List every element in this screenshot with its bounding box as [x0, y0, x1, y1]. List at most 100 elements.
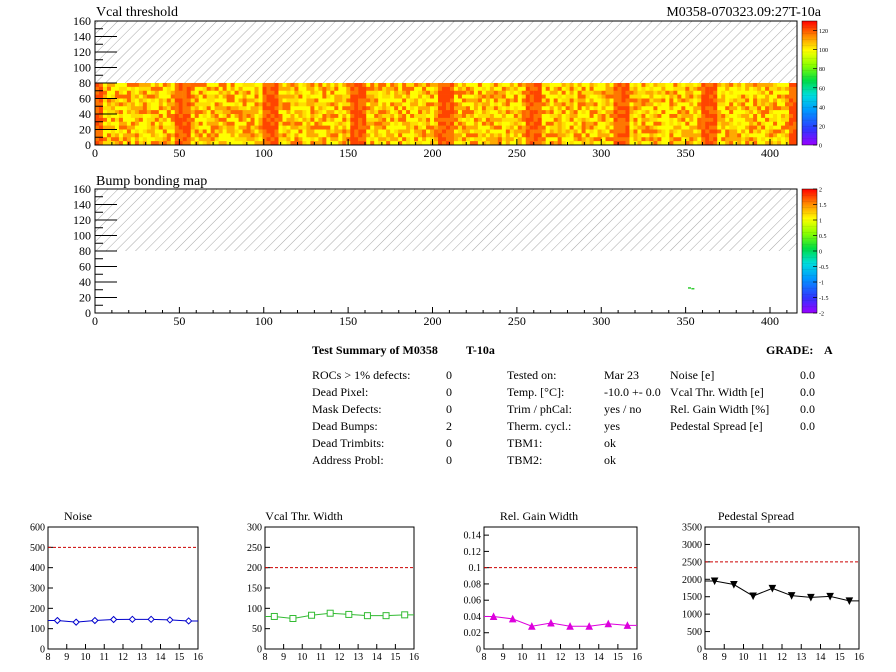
condition-value: yes / no [604, 402, 642, 416]
data-point [489, 612, 498, 620]
x-tick-label: 14 [372, 652, 382, 663]
y-tick-label: 0 [40, 645, 45, 656]
palette-tick-label: 120 [819, 29, 828, 35]
condition-label: Therm. cycl.: [507, 419, 572, 433]
x-tick-label: 13 [796, 652, 806, 663]
palette-tick-label: 80 [819, 67, 825, 73]
palette-tick-label: 1.5 [819, 203, 827, 209]
x-tick-label: 10 [517, 652, 527, 663]
series-line [705, 580, 859, 602]
x-tick-label: 0 [92, 146, 98, 160]
plot-3: Rel. Gain Width 0 0.02 0.04 0.06 0.08 0.1 0.12 0… [464, 509, 643, 663]
x-tick-label: 300 [592, 146, 610, 160]
y-tick-label: 0 [85, 306, 91, 320]
data-point [308, 611, 316, 619]
y-tick-label: 2000 [682, 575, 702, 586]
condition-value: ok [604, 453, 616, 467]
plot-title: Rel. Gain Width [500, 509, 578, 523]
plot-frame [483, 526, 638, 650]
roc-block [270, 83, 359, 146]
plot-frame [264, 526, 415, 650]
y-tick-label: 1500 [682, 592, 702, 603]
defect-value: 0 [446, 402, 452, 416]
x-tick-label: 16 [632, 652, 642, 663]
y-tick-label: 100 [247, 604, 262, 615]
data-point [585, 622, 593, 630]
data-point [787, 592, 796, 600]
defect-label: Dead Bumps: [312, 419, 378, 433]
x-tick-label: 12 [556, 652, 566, 663]
condition-value: ok [604, 436, 616, 450]
x-tick-label: 16 [409, 652, 419, 663]
bump-map-title: Bump bonding map [96, 174, 208, 189]
data-point [623, 621, 632, 629]
width-value: 0.0 [800, 419, 815, 433]
x-tick-label: 8 [46, 652, 51, 663]
condition-label: Temp. [°C]: [507, 385, 565, 399]
y-tick-label: 0 [85, 138, 91, 152]
y-tick-label: 200 [247, 563, 262, 574]
y-tick-label: 300 [247, 523, 262, 534]
x-tick-label: 8 [703, 652, 708, 663]
vcal-map-title: Vcal threshold [96, 5, 179, 20]
x-tick-label: 150 [339, 146, 357, 160]
y-tick-label: 0.04 [464, 612, 482, 623]
roc-block [621, 83, 710, 146]
data-point [710, 577, 719, 586]
y-tick-label: 150 [247, 584, 262, 595]
x-tick-label: 12 [777, 652, 787, 663]
x-tick-label: 8 [482, 652, 487, 663]
inactive-region-hatch [95, 189, 797, 251]
y-tick-label: 60 [79, 260, 91, 274]
data-point [826, 592, 834, 601]
y-tick-label: 250 [247, 543, 262, 554]
y-tick-label: 100 [73, 229, 91, 243]
data-point [845, 597, 854, 606]
summary-temperature-label: T-10a [466, 343, 495, 357]
x-tick-label: 11 [316, 652, 326, 663]
data-point [91, 616, 99, 625]
y-tick-label: 3500 [682, 523, 702, 534]
data-point [128, 615, 137, 624]
x-tick-label: 9 [281, 652, 286, 663]
data-point [109, 615, 118, 624]
x-tick-label: 100 [255, 146, 273, 160]
plot-title: Vcal Thr. Width [265, 509, 342, 523]
y-tick-label: 160 [73, 182, 91, 196]
x-tick-label: 12 [335, 652, 345, 663]
y-tick-label: 40 [79, 275, 91, 289]
palette-tick-label: 20 [819, 124, 825, 130]
plot-frame [704, 526, 860, 650]
roc-block [182, 83, 271, 146]
width-value: 0.0 [800, 368, 815, 382]
palette-tick-label: -1 [819, 281, 824, 287]
x-tick-label: 9 [501, 652, 506, 663]
width-label: Vcal Thr. Width [e] [670, 385, 764, 399]
x-tick-label: 10 [297, 652, 307, 663]
dead-bump-marker [691, 287, 695, 290]
y-tick-label: 400 [30, 563, 45, 574]
data-point [184, 617, 193, 625]
module-id-label: M0358-070323.09:27T-10a [666, 5, 821, 20]
palette-tick-label: 0 [819, 250, 822, 256]
y-tick-label: 500 [30, 543, 45, 554]
condition-value: -10.0 +- 0.0 [604, 385, 661, 399]
defect-value: 2 [446, 419, 452, 433]
data-point [53, 616, 62, 625]
data-point [566, 622, 574, 630]
x-tick-label: 9 [722, 652, 727, 663]
condition-value: Mar 23 [604, 368, 639, 382]
inactive-region-hatch [95, 21, 797, 83]
x-tick-label: 350 [677, 314, 695, 328]
plot-1: Noise 0 100 200 300 400 500 600 8 9 10 11 12 13 14 15 16 [30, 509, 203, 663]
condition-label: Trim / phCal: [507, 402, 572, 416]
width-value: 0.0 [800, 402, 815, 416]
data-point [363, 612, 371, 620]
data-point [768, 584, 777, 593]
y-tick-label: 140 [73, 30, 91, 44]
y-tick-label: 80 [79, 76, 91, 90]
defect-label: ROCs > 1% defects: [312, 368, 411, 382]
